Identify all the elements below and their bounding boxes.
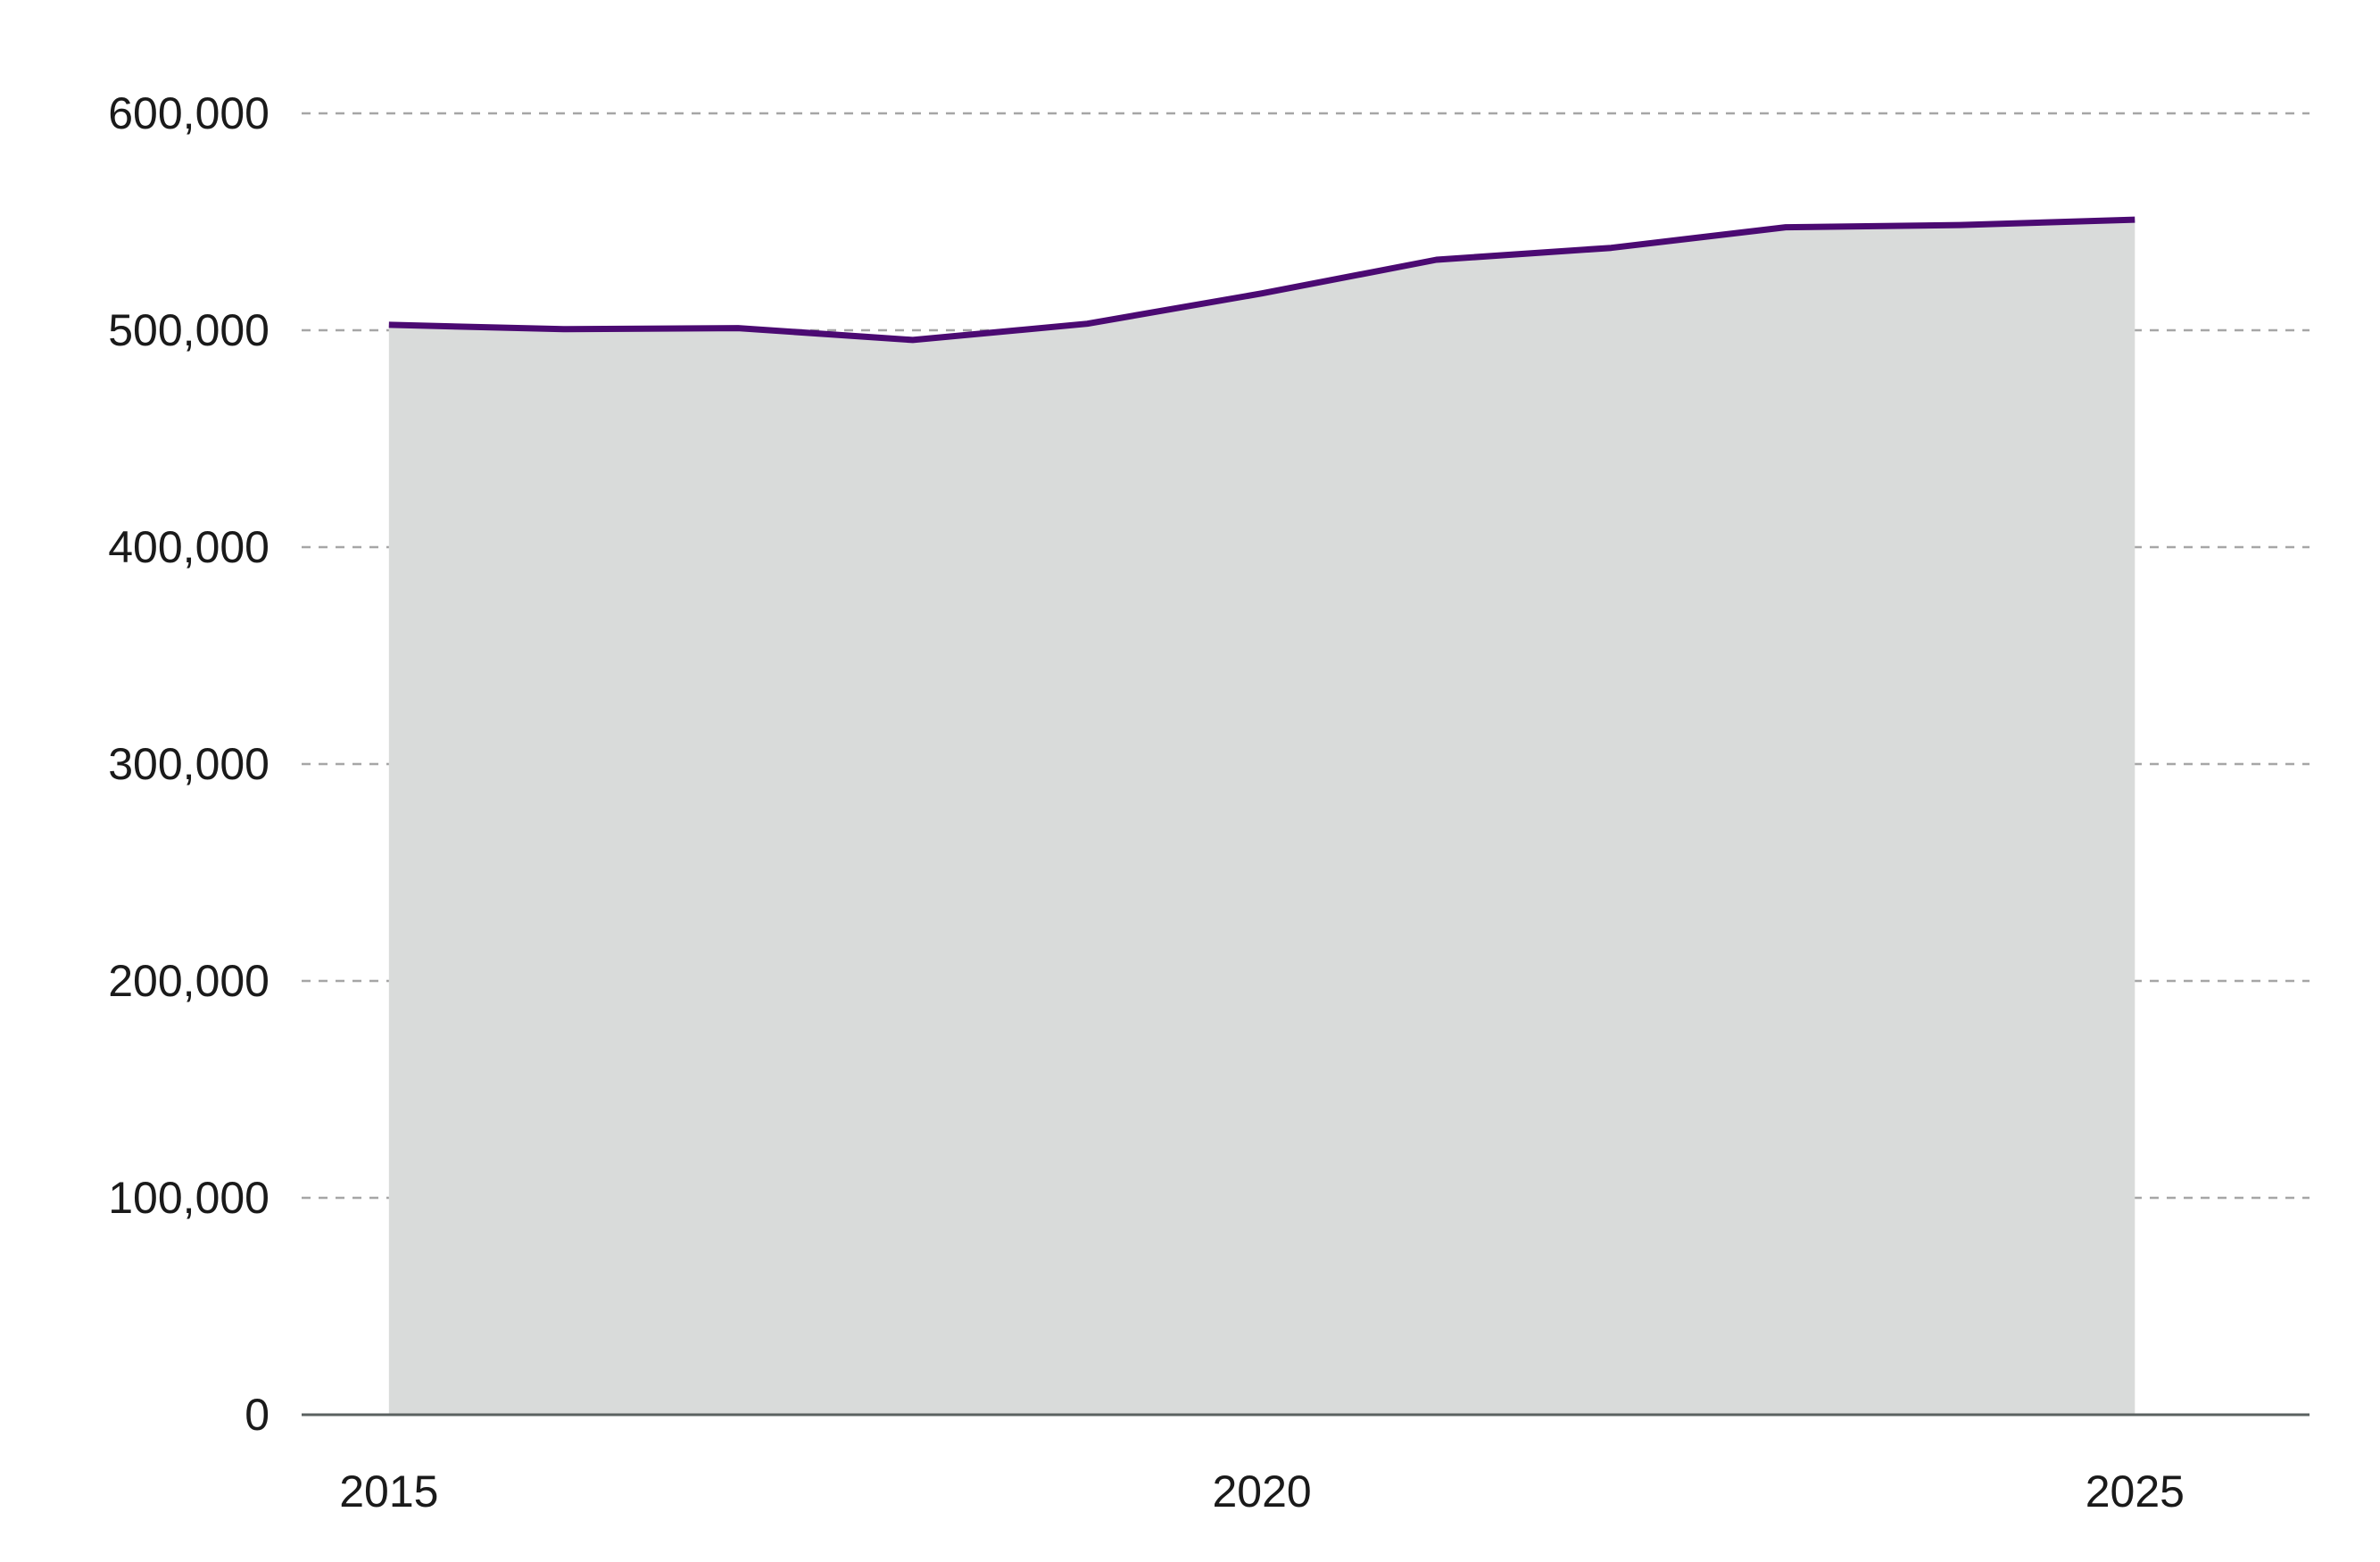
y-tick-label: 100,000 [108, 1173, 270, 1223]
y-tick-label: 0 [245, 1390, 270, 1440]
x-tick-label: 2025 [2086, 1466, 2185, 1516]
y-tick-label: 400,000 [108, 522, 270, 572]
y-tick-label: 500,000 [108, 305, 270, 355]
x-tick-label: 2015 [339, 1466, 438, 1516]
y-tick-label: 300,000 [108, 739, 270, 789]
series-line [388, 216, 2135, 344]
y-tick-label: 200,000 [108, 956, 270, 1006]
x-axis-tick-labels: 2015 2020 2025 [339, 1466, 2185, 1516]
x-tick-label: 2020 [1212, 1466, 1311, 1516]
y-axis-tick-labels: 0 100,000 200,000 300,000 400,000 500,000 600,… [108, 88, 270, 1440]
y-tick-label: 600,000 [108, 88, 270, 138]
area-fill [388, 220, 2135, 1416]
